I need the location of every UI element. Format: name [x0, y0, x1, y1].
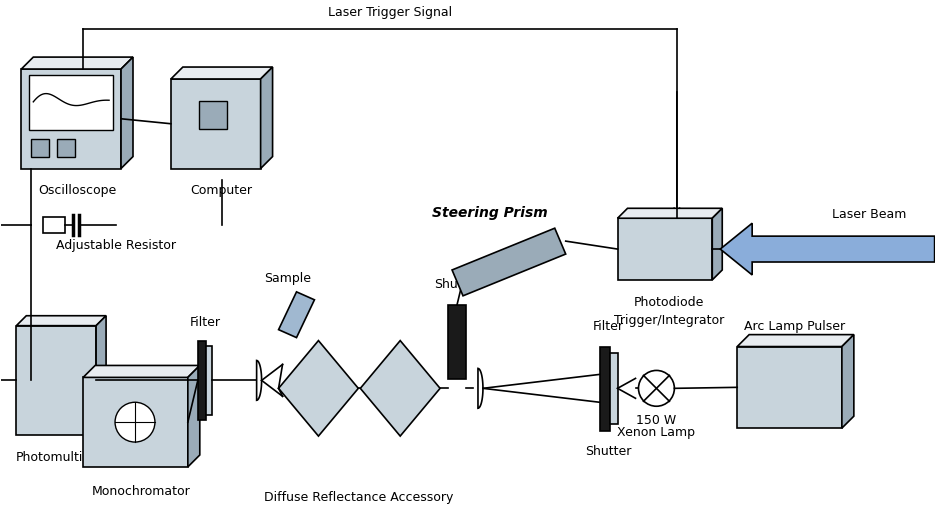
Text: Computer: Computer [191, 185, 253, 197]
Polygon shape [171, 67, 272, 79]
Polygon shape [256, 360, 261, 400]
Text: Filter: Filter [593, 320, 624, 332]
Polygon shape [478, 368, 483, 408]
Polygon shape [43, 217, 66, 233]
Text: Laser Beam: Laser Beam [831, 208, 906, 221]
Polygon shape [83, 377, 188, 467]
Polygon shape [197, 341, 206, 420]
Polygon shape [171, 79, 260, 168]
Text: Laser Trigger Signal: Laser Trigger Signal [329, 6, 452, 19]
Polygon shape [260, 67, 272, 168]
Polygon shape [452, 228, 565, 296]
Text: Photodiode
Trigger/Integrator: Photodiode Trigger/Integrator [614, 296, 724, 327]
Polygon shape [206, 346, 212, 415]
Text: Oscilloscope: Oscilloscope [38, 185, 116, 197]
Polygon shape [29, 75, 113, 130]
Polygon shape [738, 347, 841, 428]
Polygon shape [448, 305, 466, 379]
Polygon shape [16, 316, 106, 326]
Polygon shape [31, 139, 50, 157]
Polygon shape [609, 352, 618, 424]
Polygon shape [738, 335, 854, 347]
Polygon shape [618, 208, 723, 218]
Text: Adjustable Resistor: Adjustable Resistor [56, 239, 176, 252]
Text: Monochromator: Monochromator [92, 485, 190, 498]
Polygon shape [22, 57, 133, 69]
Polygon shape [841, 335, 854, 428]
Polygon shape [188, 366, 199, 467]
Polygon shape [712, 208, 723, 280]
Polygon shape [83, 366, 199, 377]
Text: Shutter: Shutter [434, 278, 480, 291]
Polygon shape [720, 223, 935, 275]
Polygon shape [16, 326, 96, 435]
Polygon shape [198, 101, 227, 129]
Circle shape [115, 402, 155, 442]
Polygon shape [279, 341, 358, 436]
Text: Shutter: Shutter [585, 445, 632, 458]
Text: Photomultipler: Photomultipler [15, 451, 107, 464]
Text: Filter: Filter [189, 316, 220, 329]
Text: 150 W: 150 W [636, 414, 677, 427]
Polygon shape [618, 218, 712, 280]
Polygon shape [360, 341, 440, 436]
Text: Diffuse Reflectance Accessory: Diffuse Reflectance Accessory [264, 491, 453, 504]
Text: Sample: Sample [264, 272, 311, 285]
Polygon shape [121, 57, 133, 168]
Circle shape [638, 370, 674, 406]
Polygon shape [600, 347, 609, 431]
Text: Xenon Lamp: Xenon Lamp [618, 426, 695, 439]
Text: Arc Lamp Pulser: Arc Lamp Pulser [744, 320, 845, 332]
Polygon shape [22, 69, 121, 168]
Polygon shape [57, 139, 75, 157]
Polygon shape [279, 292, 314, 338]
Polygon shape [96, 316, 106, 435]
Text: Steering Prism: Steering Prism [432, 206, 548, 220]
